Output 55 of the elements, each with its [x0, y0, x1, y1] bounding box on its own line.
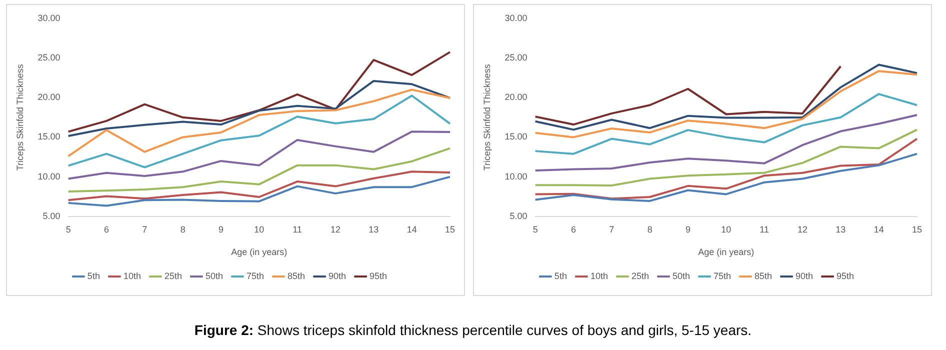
legend-label: 50th — [205, 270, 224, 281]
legend-label: 25th — [164, 270, 182, 281]
legend-label: 85th — [754, 270, 772, 281]
x-tick-label: 12 — [330, 224, 341, 234]
x-tick-label: 10 — [721, 224, 732, 234]
legend-label: 10th — [123, 270, 141, 281]
x-tick-label: 10 — [254, 224, 264, 234]
x-tick-label: 8 — [647, 224, 652, 234]
y-tick-label: 30.00 — [38, 12, 60, 23]
legend-label: 95th — [370, 270, 388, 281]
x-tick-label: 15 — [444, 224, 456, 234]
x-axis-title: Age (in years) — [231, 247, 288, 258]
x-tick-label: 11 — [292, 224, 302, 234]
x-tick-label: 13 — [368, 224, 379, 234]
y-tick-label: 20.00 — [504, 92, 528, 102]
legend-label: 25th — [631, 270, 649, 281]
y-tick-label: 15.00 — [504, 132, 528, 142]
legend-label: 85th — [288, 270, 306, 281]
y-tick-label: 5.00 — [510, 210, 528, 221]
legend-label: 10th — [590, 270, 608, 281]
x-tick-label: 14 — [874, 224, 884, 234]
caption: Figure 2: Shows triceps skinfold thickness percentile curves of boys and girls, 5-15 years. — [193, 322, 753, 338]
x-tick-label: 7 — [142, 224, 148, 234]
x-tick-label: 9 — [685, 224, 690, 234]
x-axis-title: Age (in years) — [698, 247, 754, 258]
x-tick-label: 5 — [532, 224, 538, 234]
x-tick-label: 9 — [218, 224, 224, 234]
y-tick-label: 20.00 — [38, 92, 60, 102]
x-tick-label: 11 — [760, 224, 769, 234]
legend-label: 75th — [713, 270, 732, 281]
y-tick-label: 10.00 — [504, 171, 528, 182]
x-tick-label: 14 — [406, 224, 417, 234]
legend-label: 50th — [672, 270, 690, 281]
y-tick-label: 5.00 — [42, 210, 60, 221]
y-axis-title: Triceps Skinfold Thickness — [14, 64, 25, 171]
y-axis-title: Triceps Skinfold Thickness — [482, 64, 492, 171]
legend-label: 90th — [796, 270, 814, 281]
y-tick-label: 30.00 — [504, 12, 528, 23]
x-tick-label: 8 — [180, 224, 186, 234]
x-tick-label: 6 — [104, 224, 109, 234]
y-tick-label: 10.00 — [38, 171, 60, 182]
legend-label: 90th — [328, 270, 346, 281]
y-tick-label: 25.00 — [504, 52, 528, 62]
y-tick-label: 15.00 — [38, 132, 60, 142]
x-tick-label: 6 — [570, 224, 576, 234]
y-tick-label: 25.00 — [38, 52, 60, 62]
x-tick-label: 15 — [912, 224, 922, 234]
legend-label: 5th — [87, 270, 100, 281]
legend-label: 95th — [836, 270, 854, 281]
legend-label: 75th — [246, 270, 264, 281]
x-tick-label: 5 — [66, 224, 71, 234]
legend-label: 5th — [554, 270, 567, 281]
x-tick-label: 13 — [836, 224, 846, 234]
x-tick-label: 7 — [609, 224, 614, 234]
x-tick-label: 12 — [797, 224, 808, 234]
